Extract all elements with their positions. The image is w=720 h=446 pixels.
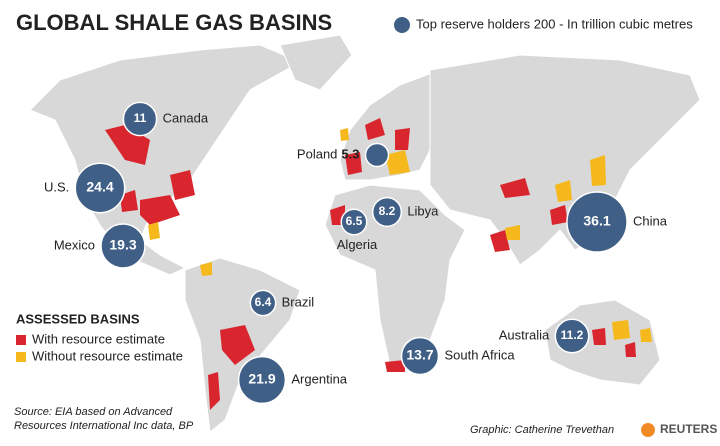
basins xyxy=(105,118,652,410)
bubble-value: 11.2 xyxy=(561,328,584,342)
bubble-value: 5.3 xyxy=(341,146,359,161)
reserve-bubble xyxy=(566,191,628,253)
brand: REUTERS xyxy=(660,422,717,436)
bubble-value: 6.5 xyxy=(346,214,363,228)
country-label: Argentina xyxy=(291,371,347,386)
bubble-value: 19.3 xyxy=(109,237,136,253)
bubble-value: 24.4 xyxy=(86,179,113,195)
legend-text: Top reserve holders 200 - In trillion cu… xyxy=(416,16,693,31)
reserve-bubble xyxy=(100,223,146,269)
reserve-bubble xyxy=(364,142,390,168)
country-label: U.S. xyxy=(44,179,69,194)
country-label: Mexico xyxy=(54,237,95,252)
bubble-value: 11 xyxy=(134,111,147,125)
legend-swatch xyxy=(16,352,26,362)
country-label: South Africa xyxy=(445,347,516,362)
country-label: Canada xyxy=(163,110,209,125)
legend-swatch xyxy=(16,335,26,345)
source: Source: EIA based on Advanced xyxy=(14,406,173,418)
brand-logo xyxy=(641,423,655,437)
bubble-value: 6.4 xyxy=(255,295,272,309)
country-label: Algeria xyxy=(337,237,378,252)
country-label: Australia xyxy=(499,327,550,342)
country-label: Brazil xyxy=(282,294,315,309)
country-label: Poland xyxy=(297,146,337,161)
reserve-bubble xyxy=(237,355,287,405)
reserve-bubble xyxy=(400,336,440,376)
country-label: Libya xyxy=(407,203,439,218)
title: GLOBAL SHALE GAS BASINS xyxy=(16,10,332,35)
source: Resources International Inc data, BP xyxy=(14,420,194,432)
legend-label: Without resource estimate xyxy=(32,348,183,363)
reserve-bubble xyxy=(340,208,368,236)
bubble-value: 8.2 xyxy=(379,204,396,218)
bubble-value: 21.9 xyxy=(248,371,275,387)
credit: Graphic: Catherine Trevethan xyxy=(470,424,614,436)
legend-label: With resource estimate xyxy=(32,331,165,346)
bubble-value: 13.7 xyxy=(406,347,433,363)
reserve-bubble xyxy=(554,318,590,354)
reserve-bubble xyxy=(371,196,403,228)
legend-title: ASSESSED BASINS xyxy=(16,311,140,326)
reserve-bubble xyxy=(249,289,277,317)
bubble-value: 36.1 xyxy=(583,213,610,229)
reserve-bubble xyxy=(74,162,126,214)
reserve-bubble xyxy=(122,101,158,137)
country-label: China xyxy=(633,213,668,228)
legend-bubble xyxy=(394,17,410,33)
